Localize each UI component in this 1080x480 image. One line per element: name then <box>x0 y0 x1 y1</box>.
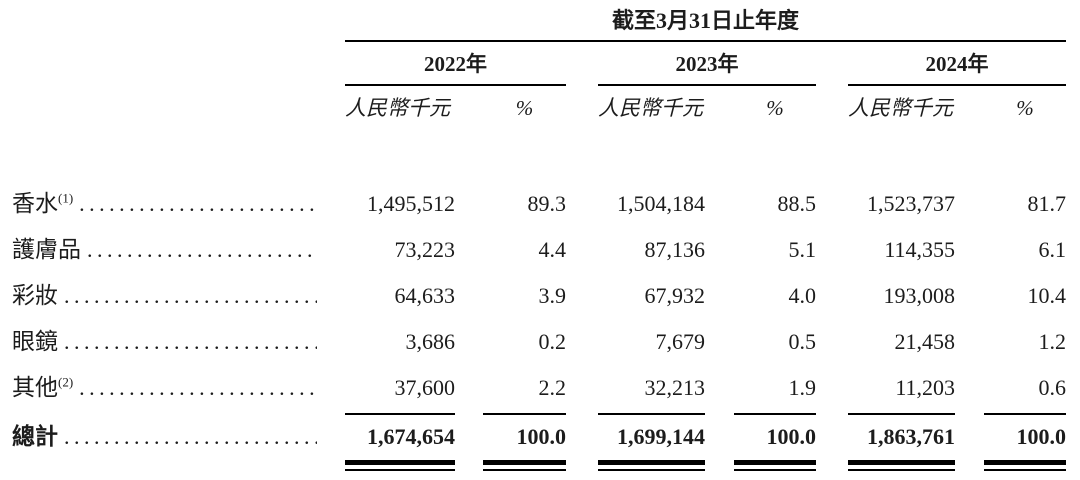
value-2023: 87,136 <box>644 237 706 262</box>
row-label: 彩妝 <box>0 273 345 319</box>
row-label: 其他(2) <box>0 365 345 411</box>
total-value-2024: 1,863,761 <box>867 424 955 449</box>
grand-total-rule <box>0 460 1080 471</box>
unit-header-2023: 人民幣千元 <box>598 96 703 120</box>
value-2023: 7,679 <box>655 329 706 354</box>
total-percent-2024: 100.0 <box>1016 424 1067 449</box>
percent-2023: 5.1 <box>788 237 817 262</box>
value-2022: 3,686 <box>405 329 456 354</box>
year-header-2022: 2022年 <box>345 42 566 86</box>
value-2024: 11,203 <box>895 375 955 400</box>
percent-2022: 0.2 <box>538 329 567 354</box>
value-2024: 114,355 <box>884 237 955 262</box>
row-label-text: 彩妝 <box>12 283 58 308</box>
value-2022: 73,223 <box>394 237 456 262</box>
value-2024: 1,523,737 <box>867 191 955 216</box>
table-row-others: 其他(2) 37,600 2.2 32,213 1.9 11,203 0.6 <box>0 365 1080 411</box>
period-title: 截至3月31日止年度 <box>345 0 1066 42</box>
percent-2022: 3.9 <box>538 283 567 308</box>
rule-segment <box>483 413 566 415</box>
value-2022: 64,633 <box>394 283 456 308</box>
dot-leader <box>79 181 317 227</box>
footnote-marker: (1) <box>58 190 74 206</box>
double-rule-segment <box>848 460 955 471</box>
percent-header-2024: % <box>1016 96 1034 120</box>
percent-header-2022: % <box>515 96 534 120</box>
total-value-2022: 1,674,654 <box>367 424 455 449</box>
percent-header-2023: % <box>766 96 784 120</box>
footnote-marker: (2) <box>58 374 74 390</box>
percent-2022: 4.4 <box>538 237 567 262</box>
dot-leader <box>87 227 317 273</box>
row-label-text: 眼鏡 <box>12 329 58 354</box>
percent-2022: 2.2 <box>538 375 567 400</box>
value-2023: 1,504,184 <box>617 191 705 216</box>
double-rule-segment <box>734 460 816 471</box>
row-label: 眼鏡 <box>0 319 345 365</box>
table-header-units: 人民幣千元 % 人民幣千元 % 人民幣千元 % <box>0 86 1080 121</box>
row-label-text: 護膚品 <box>12 237 81 262</box>
table-row-skincare: 護膚品 73,223 4.4 87,136 5.1 114,355 6.1 <box>0 227 1080 273</box>
subtotal-rule <box>0 413 1080 415</box>
rule-segment <box>345 413 455 415</box>
total-percent-2023: 100.0 <box>766 424 817 449</box>
rule-segment <box>598 413 705 415</box>
dot-leader <box>64 415 317 459</box>
percent-2024: 0.6 <box>1038 375 1067 400</box>
row-label: 護膚品 <box>0 227 345 273</box>
value-2022: 1,495,512 <box>367 191 455 216</box>
percent-2023: 4.0 <box>788 283 817 308</box>
rule-segment <box>984 413 1066 415</box>
value-2023: 32,213 <box>644 375 706 400</box>
double-rule-segment <box>483 460 566 471</box>
row-label-text: 其他 <box>12 375 58 400</box>
table-row-makeup: 彩妝 64,633 3.9 67,932 4.0 193,008 10.4 <box>0 273 1080 319</box>
dot-leader <box>64 319 317 365</box>
table-row-eyewear: 眼鏡 3,686 0.2 7,679 0.5 21,458 1.2 <box>0 319 1080 365</box>
year-header-2024: 2024年 <box>848 42 1066 86</box>
value-2023: 67,932 <box>644 283 706 308</box>
unit-header-2024: 人民幣千元 <box>848 96 953 120</box>
table-row-total: 總計 1,674,654 100.0 1,699,144 100.0 1,863… <box>0 415 1080 459</box>
percent-2024: 10.4 <box>1027 283 1067 308</box>
percent-2023: 1.9 <box>788 375 817 400</box>
total-percent-2022: 100.0 <box>516 424 567 449</box>
row-label: 香水(1) <box>0 181 345 227</box>
table-header-period: 截至3月31日止年度 <box>0 0 1080 42</box>
header-body-spacer <box>0 121 1080 181</box>
row-label: 總計 <box>0 415 345 459</box>
row-label-text: 總計 <box>12 424 58 449</box>
unit-header-2022: 人民幣千元 <box>345 96 450 120</box>
percent-2023: 0.5 <box>788 329 817 354</box>
rule-segment <box>848 413 955 415</box>
double-rule-segment <box>984 460 1066 471</box>
percent-2024: 1.2 <box>1038 329 1067 354</box>
value-2022: 37,600 <box>394 375 456 400</box>
value-2024: 193,008 <box>883 283 956 308</box>
table-header-years: 2022年 2023年 2024年 <box>0 42 1080 86</box>
double-rule-segment <box>598 460 705 471</box>
table-row-perfume: 香水(1) 1,495,512 89.3 1,504,184 88.5 1,52… <box>0 181 1080 227</box>
row-label-text: 香水 <box>12 191 58 216</box>
percent-2022: 89.3 <box>527 191 567 216</box>
rule-segment <box>734 413 816 415</box>
value-2024: 21,458 <box>894 329 956 354</box>
percent-2023: 88.5 <box>777 191 817 216</box>
double-rule-segment <box>345 460 455 471</box>
percent-2024: 6.1 <box>1038 237 1067 262</box>
total-value-2023: 1,699,144 <box>617 424 705 449</box>
year-header-2023: 2023年 <box>598 42 816 86</box>
dot-leader <box>79 365 317 411</box>
percent-2024: 81.7 <box>1027 191 1067 216</box>
dot-leader <box>64 273 317 319</box>
